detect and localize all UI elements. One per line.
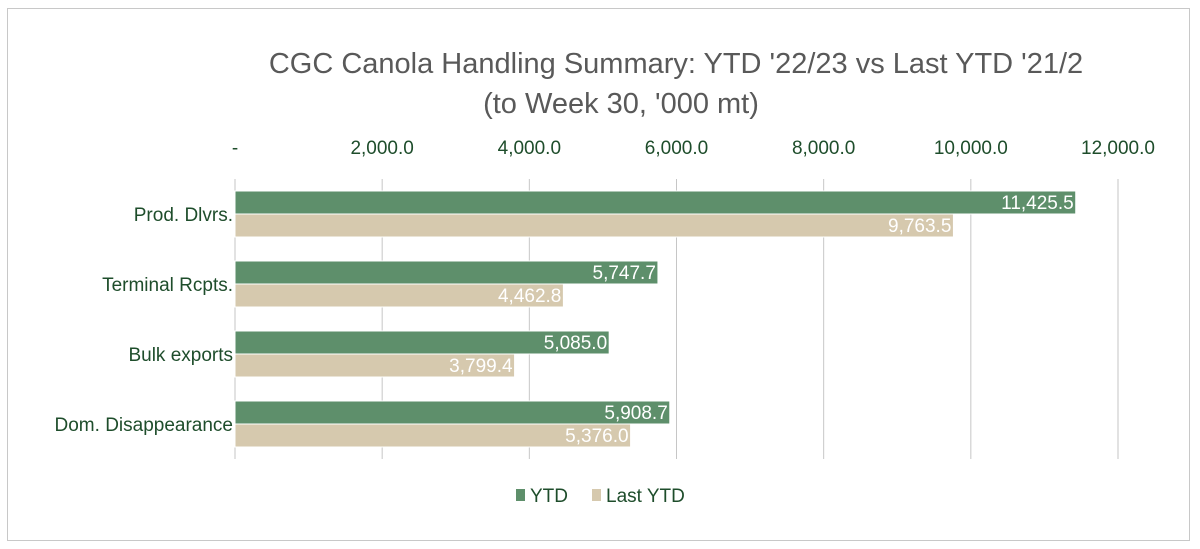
data-label: 4,462.8 xyxy=(498,286,561,307)
category-label: Bulk exports xyxy=(128,345,233,366)
data-label: 5,908.7 xyxy=(604,403,667,424)
x-tick-label: 10,000.0 xyxy=(934,138,1008,159)
legend-swatch xyxy=(516,489,525,501)
data-label: 5,747.7 xyxy=(593,263,656,284)
x-tick-label: 4,000.0 xyxy=(498,138,561,159)
chart-subtitle: (to Week 30, '000 mt) xyxy=(483,88,759,120)
category-label: Prod. Dlvrs. xyxy=(134,205,233,226)
category-label: Dom. Disappearance xyxy=(55,415,233,436)
data-label: 5,376.0 xyxy=(565,426,628,447)
legend-label: YTD xyxy=(530,486,568,507)
bar-last-ytd xyxy=(234,213,954,238)
x-tick-label: 8,000.0 xyxy=(792,138,855,159)
bar-last-ytd xyxy=(234,423,632,448)
chart-frame: CGC Canola Handling Summary: YTD '22/23 … xyxy=(7,8,1190,541)
data-label: 9,763.5 xyxy=(888,216,951,237)
x-tick-label: 2,000.0 xyxy=(350,138,413,159)
bar-last-ytd xyxy=(234,353,516,378)
legend-label: Last YTD xyxy=(606,486,685,507)
x-tick-label: 6,000.0 xyxy=(645,138,708,159)
data-label: 11,425.5 xyxy=(1001,193,1074,214)
x-tick-label: 12,000.0 xyxy=(1081,138,1155,159)
chart-title: CGC Canola Handling Summary: YTD '22/23 … xyxy=(269,48,1083,80)
x-tick-label: - xyxy=(232,138,238,159)
legend-swatch xyxy=(592,489,601,501)
bar-chart: CGC Canola Handling Summary: YTD '22/23 … xyxy=(55,48,1155,507)
data-label: 3,799.4 xyxy=(449,356,513,377)
bar-last-ytd xyxy=(234,283,564,308)
data-label: 5,085.0 xyxy=(544,333,607,354)
bar-ytd xyxy=(234,190,1077,215)
category-label: Terminal Rcpts. xyxy=(102,275,233,296)
